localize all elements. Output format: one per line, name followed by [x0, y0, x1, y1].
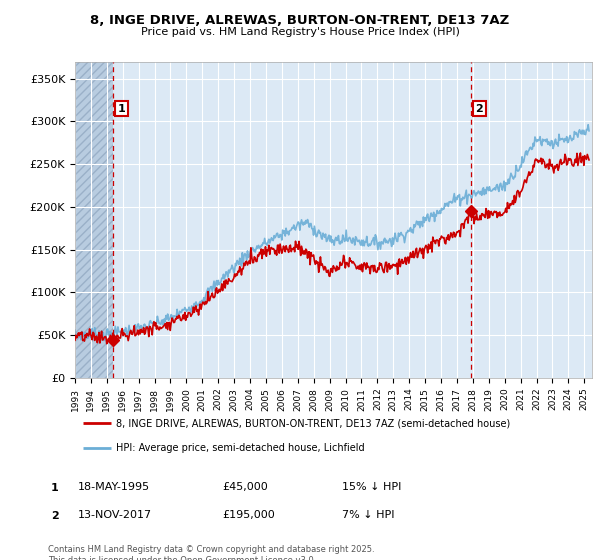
Text: £195,000: £195,000: [222, 510, 275, 520]
Text: HPI: Average price, semi-detached house, Lichfield: HPI: Average price, semi-detached house,…: [116, 443, 365, 453]
Bar: [75, 62, 113, 378]
Text: 8, INGE DRIVE, ALREWAS, BURTON-ON-TRENT, DE13 7AZ: 8, INGE DRIVE, ALREWAS, BURTON-ON-TRENT,…: [91, 14, 509, 27]
Text: 2: 2: [51, 511, 58, 521]
Text: 8, INGE DRIVE, ALREWAS, BURTON-ON-TRENT, DE13 7AZ (semi-detached house): 8, INGE DRIVE, ALREWAS, BURTON-ON-TRENT,…: [116, 418, 511, 428]
Text: 13-NOV-2017: 13-NOV-2017: [78, 510, 152, 520]
Text: £45,000: £45,000: [222, 482, 268, 492]
Text: Contains HM Land Registry data © Crown copyright and database right 2025.
This d: Contains HM Land Registry data © Crown c…: [48, 545, 374, 560]
Text: 1: 1: [51, 483, 58, 493]
Text: 15% ↓ HPI: 15% ↓ HPI: [342, 482, 401, 492]
Text: Price paid vs. HM Land Registry's House Price Index (HPI): Price paid vs. HM Land Registry's House …: [140, 27, 460, 37]
Text: 2: 2: [476, 104, 484, 114]
Text: 1: 1: [118, 104, 125, 114]
Text: 7% ↓ HPI: 7% ↓ HPI: [342, 510, 395, 520]
Text: 18-MAY-1995: 18-MAY-1995: [78, 482, 150, 492]
